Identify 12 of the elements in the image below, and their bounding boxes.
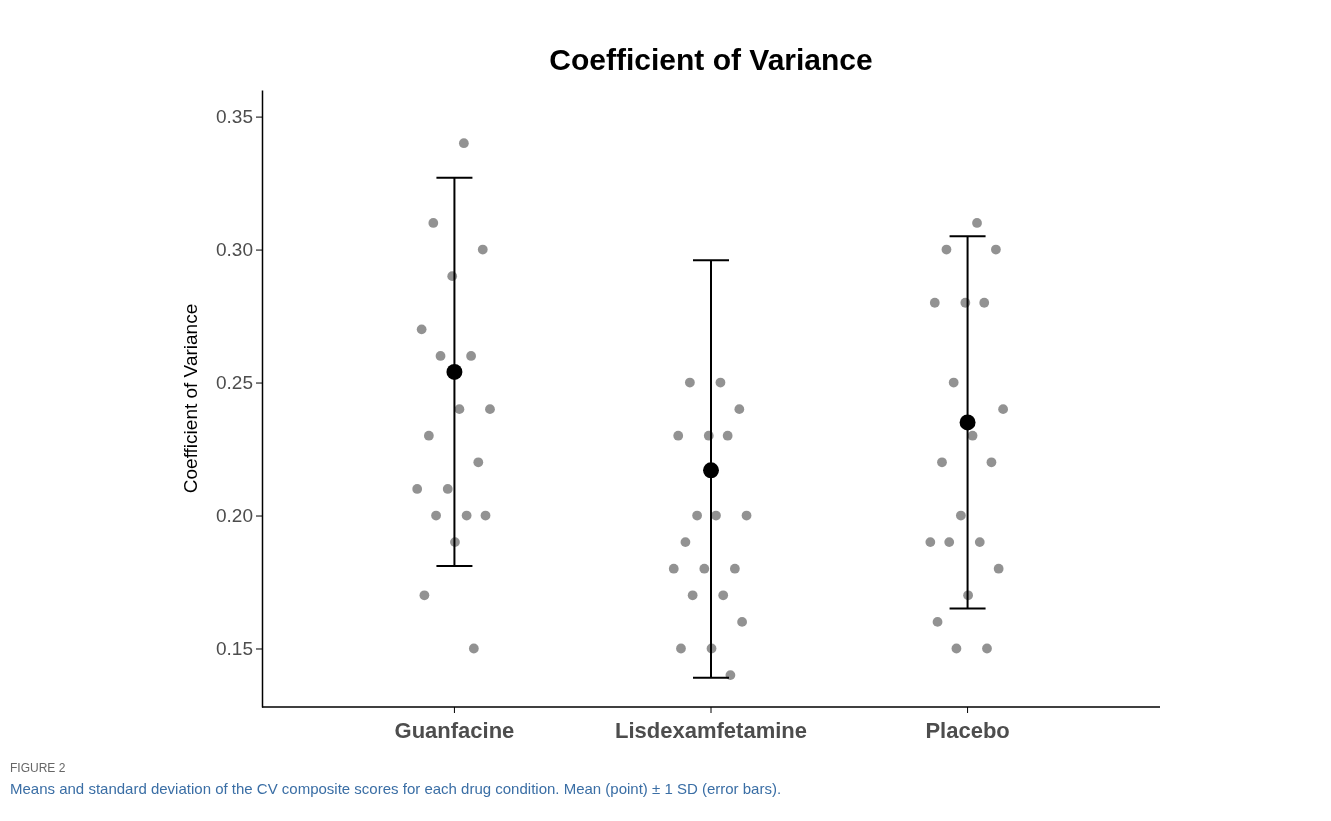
x-tick-label: Placebo — [925, 718, 1010, 743]
text: Means and standard deviation of the CV composite scores for each drug condition. Mean (point) ± 1 SD (error bars). — [10, 780, 782, 797]
y-tick-label: 0.25 — [216, 372, 253, 394]
x-tick-label: Guanfacine — [394, 718, 515, 743]
y-tick-label: 0.35 — [216, 106, 253, 128]
y-axis-title: Coefficient of Variance — [180, 303, 201, 494]
y-tick-label: 0.15 — [216, 638, 253, 660]
caption: FIGURE 2 — [10, 761, 66, 775]
y-tick-label: 0.20 — [216, 505, 253, 527]
y-tick-label: 0.30 — [216, 239, 253, 261]
chart-title: Coefficient of Variance — [549, 43, 873, 76]
x-tick-label: Lisdexamfetamine — [615, 718, 807, 743]
